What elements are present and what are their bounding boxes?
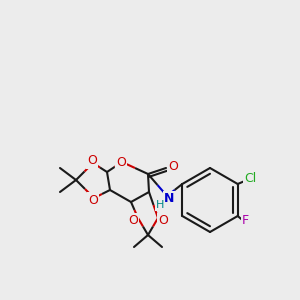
Text: O: O — [116, 157, 126, 169]
Text: H: H — [156, 200, 164, 210]
Text: O: O — [128, 214, 138, 227]
Text: Cl: Cl — [244, 172, 257, 185]
Text: N: N — [164, 193, 174, 206]
Text: O: O — [87, 154, 97, 167]
Text: O: O — [88, 194, 98, 206]
Text: F: F — [242, 214, 249, 226]
Text: O: O — [168, 160, 178, 173]
Text: O: O — [158, 214, 168, 227]
